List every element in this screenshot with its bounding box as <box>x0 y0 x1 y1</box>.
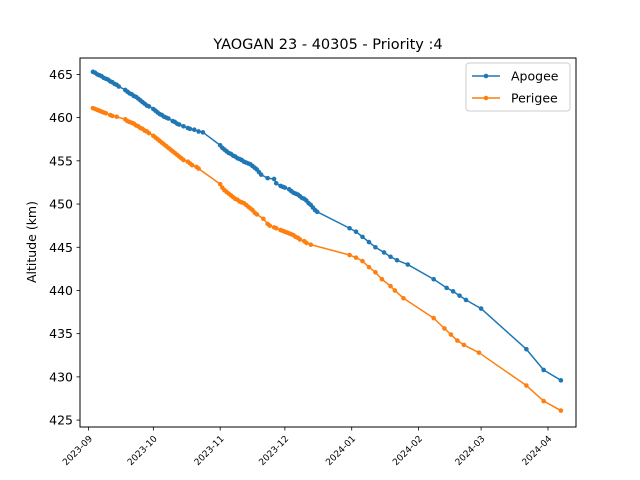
perigee-point <box>431 315 436 321</box>
apogee-point <box>181 123 186 129</box>
apogee-point <box>116 84 122 89</box>
series-layer <box>90 69 564 413</box>
apogee-point <box>524 346 529 352</box>
apogee-point <box>431 276 436 282</box>
perigee-point <box>181 157 186 163</box>
y-tick-label: 450 <box>49 197 73 212</box>
legend-perigee-label: Perigee <box>511 91 558 106</box>
perigee-point <box>442 326 447 331</box>
perigee-point <box>541 398 546 404</box>
legend-box <box>465 62 571 112</box>
perigee-point <box>267 223 273 228</box>
apogee-point <box>282 185 288 190</box>
apogee-point <box>187 126 193 132</box>
apogee-point <box>366 239 372 245</box>
perigee-point <box>297 237 303 242</box>
perigee-line <box>92 107 562 412</box>
apogee-point <box>347 225 352 231</box>
perigee-point <box>360 258 365 264</box>
x-tick-label: 2024-01 <box>324 434 358 468</box>
perigee-point <box>379 276 385 282</box>
perigee-series <box>90 105 564 413</box>
apogee-point <box>558 378 564 383</box>
y-tick-label: 430 <box>49 369 73 384</box>
apogee-point <box>146 104 152 109</box>
perigee-point <box>366 264 372 270</box>
perigee-point <box>189 162 195 168</box>
perigee-point <box>392 288 398 293</box>
y-tick-label: 435 <box>49 326 73 341</box>
apogee-point <box>457 293 462 298</box>
y-tick-label: 440 <box>49 283 73 298</box>
perigee-point <box>304 240 309 246</box>
apogee-point <box>271 176 277 182</box>
perigee-point <box>273 225 279 231</box>
legend-perigee-marker <box>483 95 489 101</box>
x-tick-label: 2023-10 <box>126 434 160 468</box>
perigee-point <box>254 212 260 217</box>
perigee-point <box>347 252 352 258</box>
x-tick-label: 2024-02 <box>391 434 425 468</box>
perigee-point <box>476 350 482 355</box>
apogee-point <box>192 127 197 133</box>
y-tick-label: 445 <box>49 240 73 255</box>
apogee-point <box>478 306 484 311</box>
plot-frame <box>79 57 577 428</box>
apogee-point <box>373 244 378 250</box>
legend: Apogee Perigee <box>465 62 571 112</box>
x-tick-label: 2023-12 <box>258 434 292 468</box>
apogee-point <box>541 367 546 373</box>
apogee-point <box>166 116 171 121</box>
perigee-point <box>308 242 314 247</box>
y-tick-label: 465 <box>49 67 73 82</box>
legend-apogee-marker <box>483 73 489 79</box>
apogee-point <box>450 289 456 294</box>
y-tick-label: 460 <box>49 110 73 125</box>
x-tick-label: 2023-09 <box>61 434 95 468</box>
chart-title: YAOGAN 23 - 40305 - Priority :4 <box>212 37 442 53</box>
apogee-series <box>90 69 564 383</box>
apogee-point <box>388 254 393 260</box>
x-tick-label: 2024-04 <box>521 434 555 468</box>
apogee-point <box>265 175 270 181</box>
apogee-point <box>394 257 400 263</box>
perigee-point <box>114 114 119 120</box>
perigee-point <box>261 216 266 222</box>
legend-apogee-label: Apogee <box>511 69 559 84</box>
apogee-point <box>176 122 182 127</box>
apogee-point <box>463 297 469 303</box>
perigee-point <box>558 408 564 413</box>
y-axis-label: Altitude (km) <box>24 201 39 283</box>
perigee-point <box>373 270 378 275</box>
apogee-point <box>360 234 365 240</box>
perigee-point <box>103 111 109 116</box>
perigee-point <box>110 113 115 119</box>
apogee-point <box>200 130 206 135</box>
apogee-point <box>405 262 411 267</box>
perigee-point <box>146 130 152 136</box>
apogee-point <box>314 209 320 215</box>
apogee-point <box>444 285 449 291</box>
x-tick-label: 2024-03 <box>454 434 488 468</box>
perigee-point <box>196 166 201 171</box>
perigee-point <box>448 332 454 337</box>
perigee-point <box>388 283 393 289</box>
perigee-point <box>455 338 460 343</box>
perigee-point <box>524 383 529 388</box>
perigee-point <box>217 181 223 187</box>
apogee-point <box>381 250 387 255</box>
perigee-point <box>353 255 359 260</box>
perigee-point <box>461 342 467 348</box>
y-tick-label: 425 <box>49 413 73 428</box>
perigee-point <box>401 295 406 301</box>
apogee-point <box>273 181 279 186</box>
apogee-point <box>258 172 264 177</box>
apogee-point <box>353 229 359 234</box>
apogee-point <box>196 129 201 134</box>
x-tick-label: 2023-11 <box>193 434 227 468</box>
axis-layer: 425 430 435 440 445 450 455 460 465 2023-09 2023-1… <box>49 67 554 468</box>
y-tick-label: 455 <box>49 153 73 168</box>
